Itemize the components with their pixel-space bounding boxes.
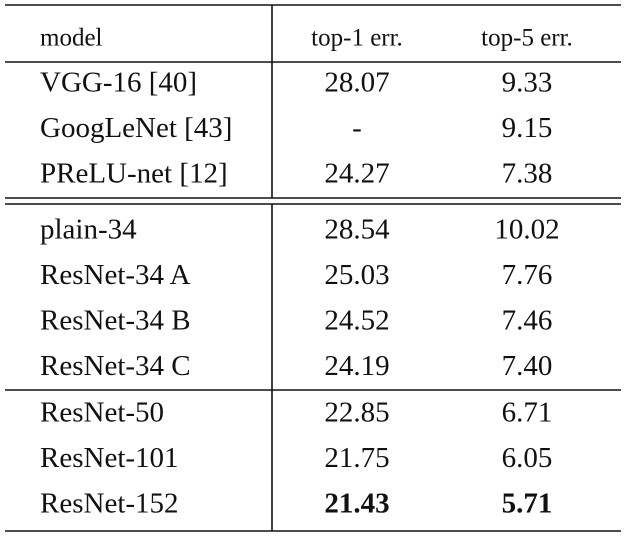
- cell-value: 9.33: [502, 67, 553, 99]
- model-name: ResNet-34 A: [40, 259, 191, 291]
- model-name: plain-34: [40, 214, 137, 246]
- cell-value: 7.76: [502, 259, 553, 291]
- cell-value: 7.38: [502, 158, 553, 190]
- model-name: ResNet-152: [40, 488, 179, 520]
- column-header: top-1 err.: [311, 25, 403, 52]
- cell-value: 28.54: [324, 214, 390, 246]
- cell-value: -: [352, 112, 362, 144]
- model-name: VGG-16 [40]: [40, 67, 197, 99]
- cell-value: 25.03: [324, 259, 389, 291]
- cell-value: 24.19: [324, 350, 389, 382]
- cell-value: 6.05: [502, 442, 553, 474]
- cell-value: 7.40: [502, 350, 553, 382]
- model-name: ResNet-34 C: [40, 350, 191, 382]
- cell-value: 7.46: [502, 305, 553, 337]
- column-header: top-5 err.: [481, 25, 573, 52]
- cell-value: 6.71: [502, 397, 553, 429]
- cell-value: 21.75: [324, 442, 389, 474]
- model-name: ResNet-101: [40, 442, 179, 474]
- model-name: GoogLeNet [43]: [40, 112, 232, 144]
- cell-value: 5.71: [502, 488, 553, 520]
- cell-value: 21.43: [324, 488, 389, 520]
- cell-value: 28.07: [324, 67, 389, 99]
- column-header: model: [40, 25, 103, 52]
- cell-value: 24.52: [324, 305, 389, 337]
- cell-value: 10.02: [494, 214, 559, 246]
- cell-value: 9.15: [502, 112, 553, 144]
- model-name: ResNet-34 B: [40, 305, 191, 337]
- cell-value: 24.27: [324, 158, 389, 190]
- model-name: PReLU-net [12]: [40, 158, 228, 190]
- model-name: ResNet-50: [40, 397, 164, 429]
- cell-value: 22.85: [324, 397, 389, 429]
